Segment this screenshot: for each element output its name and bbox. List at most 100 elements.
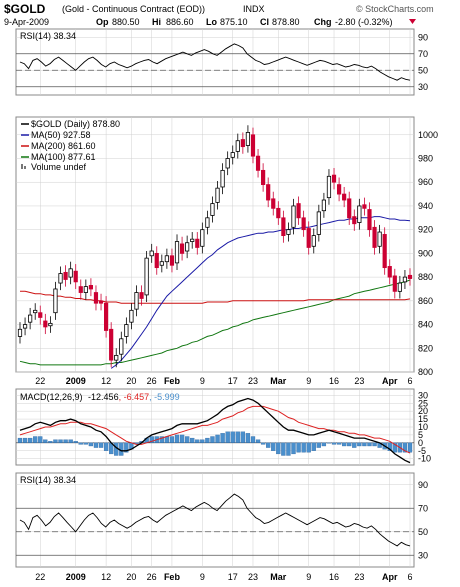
exchange: INDX xyxy=(243,4,265,14)
rsi-tick-label: 90 xyxy=(418,480,428,490)
macd-histogram-bar xyxy=(281,442,286,456)
candle-body xyxy=(83,286,88,293)
price-tick-label: 1000 xyxy=(418,130,438,140)
macd-histogram-bar xyxy=(240,431,246,443)
down-arrow-icon xyxy=(409,19,416,24)
candle-body xyxy=(129,309,134,323)
change-value: -2.80 (-0.32%) xyxy=(335,17,393,27)
high-label: Hi xyxy=(152,17,161,27)
candle-body xyxy=(281,217,286,237)
macd-tick-label: 15 xyxy=(418,414,428,424)
x-tick-label: 9 xyxy=(200,572,205,582)
candle-body xyxy=(124,324,129,337)
change-label: Chg xyxy=(314,17,332,27)
macd-histogram-bar xyxy=(184,436,190,443)
rsi-top-panel xyxy=(15,28,415,96)
rsi-bottom-plot xyxy=(16,493,414,556)
candle-body xyxy=(240,139,245,148)
candle-body xyxy=(336,184,342,195)
macd-histogram-bar xyxy=(38,436,43,443)
price-tick-label: 840 xyxy=(418,320,433,330)
x-tick-label: Apr xyxy=(382,376,398,386)
candle-body xyxy=(185,242,190,252)
histogram-value: -5.999 xyxy=(154,392,180,402)
candle-body xyxy=(205,217,210,228)
ma100-line xyxy=(19,279,411,366)
price-tick-label: 820 xyxy=(418,343,433,353)
candle-body xyxy=(387,266,392,278)
macd-histogram-bar xyxy=(250,436,256,443)
candle-body xyxy=(38,312,43,318)
candle-body xyxy=(63,271,68,280)
macd-histogram-bar xyxy=(372,442,377,447)
candle-body xyxy=(215,187,220,203)
candle-body xyxy=(104,302,109,331)
macd-label: MACD(12,26,9) xyxy=(20,392,83,402)
candle-body xyxy=(169,255,175,266)
x-tick-label: 26 xyxy=(147,572,157,582)
x-tick-label: Feb xyxy=(164,376,181,386)
macd-histogram-bar xyxy=(68,439,73,443)
price-legend: $GOLD (Daily) 878.80 MA(50) 927.58 MA(20… xyxy=(21,119,120,172)
candle-body xyxy=(326,175,332,199)
candle-body xyxy=(154,252,159,269)
macd-histogram-bar xyxy=(93,442,99,448)
candle-body xyxy=(225,158,230,169)
rsi-line xyxy=(19,43,411,81)
high-value: 886.60 xyxy=(166,17,194,27)
candle-body xyxy=(119,338,124,355)
candle-body xyxy=(144,257,149,296)
macd-histogram-bar xyxy=(306,442,311,453)
candle-body xyxy=(190,238,195,242)
low-label: Lo xyxy=(206,17,217,27)
candle-body xyxy=(58,273,63,284)
macd-histogram-bar xyxy=(215,434,220,443)
x-tick-label: 23 xyxy=(354,572,364,582)
legend-ma50: MA(50) 927.58 xyxy=(31,130,91,140)
candle-body xyxy=(245,132,251,146)
rsi-tick-label: 50 xyxy=(418,65,428,75)
macd-histogram-bar xyxy=(331,442,337,445)
svg-text:MACD(12,26,9) -12.456, -: MACD(12,26,9) -12.456, -6.457, -5.999 xyxy=(20,392,180,402)
macd-histogram-bar xyxy=(266,442,271,448)
candle-body xyxy=(134,292,139,310)
price-tick-label: 940 xyxy=(418,201,433,211)
macd-histogram-bar xyxy=(22,437,28,443)
legend-swatch-volume xyxy=(21,164,23,169)
candle-body xyxy=(402,276,408,283)
candle-body xyxy=(271,198,276,209)
macd-histogram-bar xyxy=(210,436,215,443)
candle-body xyxy=(17,328,23,337)
signal-value: -6.457 xyxy=(124,392,150,402)
macd-histogram-bar xyxy=(220,433,225,443)
macd-tick-label: 30 xyxy=(418,390,428,400)
candle-body xyxy=(306,228,311,248)
macd-histogram-bar xyxy=(276,442,281,455)
candle-body xyxy=(286,229,291,235)
price-tick-label: 900 xyxy=(418,248,433,258)
candle-body xyxy=(382,234,387,269)
candle-body xyxy=(276,207,281,219)
macd-histogram-bar xyxy=(392,442,397,453)
rsi-tick-label: 70 xyxy=(418,49,428,59)
x-tick-label: 20 xyxy=(126,376,136,386)
macd-histogram-bar xyxy=(124,442,129,453)
macd-histogram-bar xyxy=(301,442,306,453)
candle-body xyxy=(397,282,402,292)
candle-body xyxy=(291,205,296,228)
x-tick-label: 20 xyxy=(126,572,136,582)
candle-body xyxy=(352,216,357,225)
x-tick-label: Mar xyxy=(270,376,287,386)
candle-body xyxy=(179,243,185,254)
x-tick-label: 23 xyxy=(248,376,258,386)
legend-swatch-volume xyxy=(24,166,26,169)
x-tick-label: 9 xyxy=(200,376,205,386)
x-tick-label: 9 xyxy=(306,376,311,386)
macd-histogram-bar xyxy=(200,439,205,443)
macd-tick-label: 5 xyxy=(418,430,423,440)
candle-body xyxy=(174,241,180,264)
x-tick-label: 2009 xyxy=(66,376,86,386)
candle-body xyxy=(164,255,169,263)
macd-histogram-bar xyxy=(311,442,316,451)
